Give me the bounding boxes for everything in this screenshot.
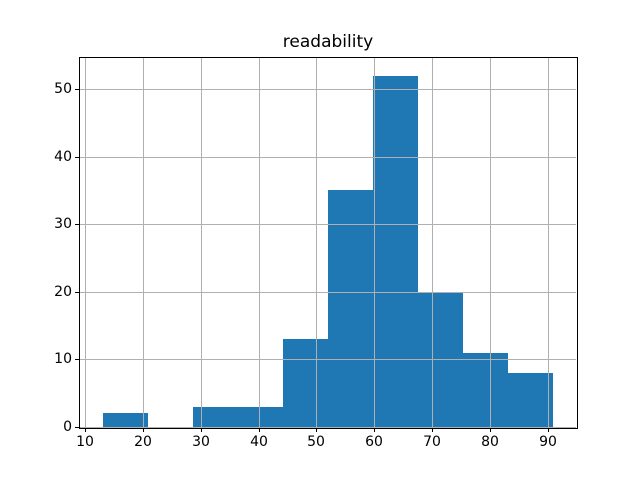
x-tick-mark [143,428,144,432]
histogram-bar [373,76,418,427]
gridline-x [85,58,86,427]
x-tick-mark [259,428,260,432]
gridline-y [80,359,576,360]
gridline-y [80,224,576,225]
x-tick-mark [85,428,86,432]
gridline-y [80,292,576,293]
y-tick-label: 20 [54,284,72,300]
gridline-x [143,58,144,427]
y-tick-mark [75,157,79,158]
x-tick-mark [201,428,202,432]
gridline-x [201,58,202,427]
y-tick-label: 10 [54,351,72,367]
histogram-bar [103,413,148,427]
y-tick-mark [75,427,79,428]
x-tick-mark [490,428,491,432]
x-tick-label: 10 [76,434,94,450]
x-tick-label: 80 [481,434,499,450]
gridline-x [374,58,375,427]
chart-title: readability [282,32,374,52]
y-tick-label: 30 [54,216,72,232]
x-tick-label: 70 [423,434,441,450]
gridline-x [316,58,317,427]
y-tick-mark [75,359,79,360]
histogram-bar [508,373,553,427]
x-tick-label: 40 [250,434,268,450]
x-tick-label: 90 [539,434,557,450]
y-tick-mark [75,89,79,90]
gridline-x [259,58,260,427]
x-tick-mark [374,428,375,432]
histogram-bar [238,407,283,427]
x-tick-label: 20 [134,434,152,450]
y-tick-mark [75,224,79,225]
x-tick-label: 30 [192,434,210,450]
x-tick-mark [316,428,317,432]
gridline-x [490,58,491,427]
gridline-y [80,89,576,90]
x-tick-label: 50 [307,434,325,450]
y-tick-label: 0 [63,419,72,435]
x-tick-label: 60 [365,434,383,450]
histogram-bar [463,353,508,427]
gridline-x [432,58,433,427]
x-tick-mark [548,428,549,432]
gridline-x [548,58,549,427]
y-tick-mark [75,292,79,293]
gridline-y [80,157,576,158]
histogram-bar [283,339,328,427]
histogram-bar [328,190,373,427]
gridline-y [80,427,576,428]
x-tick-mark [432,428,433,432]
histogram-bar [193,407,238,427]
y-tick-label: 40 [54,149,72,165]
y-tick-label: 50 [54,81,72,97]
